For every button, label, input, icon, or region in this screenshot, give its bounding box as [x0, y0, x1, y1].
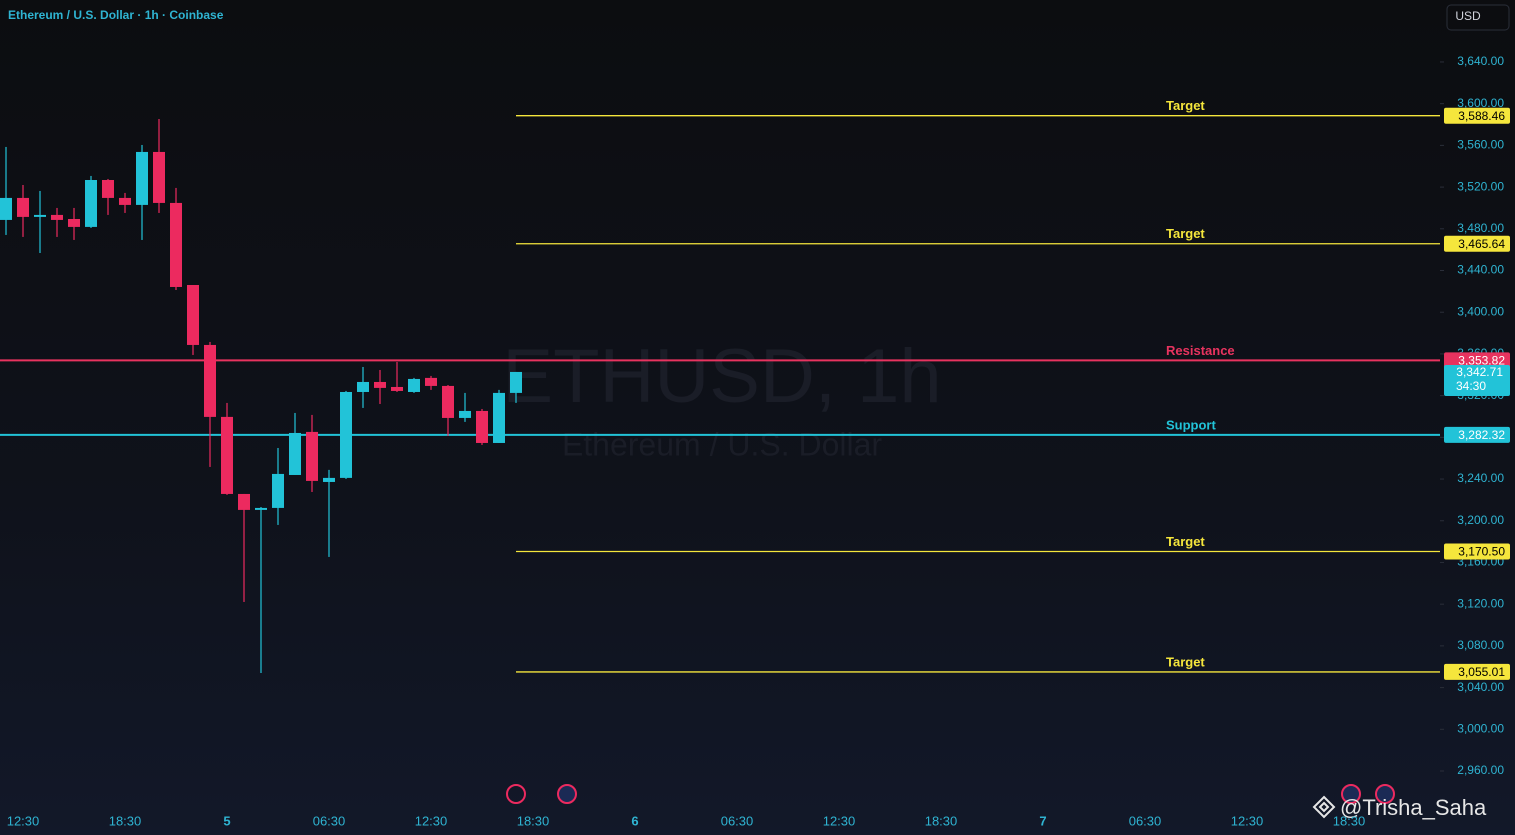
x-tick-label: 12:30 [415, 813, 448, 828]
y-tick-label: 3,120.00 [1457, 596, 1504, 610]
x-tick-label: 5 [223, 813, 230, 828]
credit: @Trisha_Saha [1340, 795, 1487, 820]
last-price-box [1444, 364, 1510, 396]
candle-body [323, 477, 335, 482]
candle-body [204, 344, 216, 417]
y-tick-label: 3,400.00 [1457, 304, 1504, 318]
level-name: Support [1166, 417, 1216, 432]
candle-body [51, 214, 63, 220]
event-icon[interactable] [557, 784, 577, 804]
x-tick-label: 18:30 [109, 813, 142, 828]
x-tick-label: 18:30 [925, 813, 958, 828]
watermark-subtitle: Ethereum / U.S. Dollar [562, 426, 882, 462]
watermark: ETHUSD, 1h [502, 334, 941, 419]
x-tick-label: 06:30 [1129, 813, 1162, 828]
candle-body [510, 371, 522, 393]
y-tick-label: 3,080.00 [1457, 638, 1504, 652]
candle-body [272, 473, 284, 508]
y-tick-label: 3,200.00 [1457, 513, 1504, 527]
candle-body [187, 284, 199, 345]
x-tick-label: 6 [631, 813, 638, 828]
level-name: Target [1166, 98, 1205, 113]
last-price-label: 3,342.71 [1456, 365, 1503, 379]
candle-body [493, 392, 505, 443]
candle-body [476, 410, 488, 443]
event-icons [506, 784, 1395, 804]
candle-body [459, 410, 471, 418]
candle-body [289, 432, 301, 475]
candle-body [34, 214, 46, 217]
level-name: Target [1166, 654, 1205, 669]
candle-body [136, 151, 148, 205]
candle-body [119, 197, 131, 205]
candle-body [221, 416, 233, 494]
x-tick-label: 06:30 [313, 813, 346, 828]
y-tick-label: 3,520.00 [1457, 179, 1504, 193]
y-tick-label: 3,440.00 [1457, 263, 1504, 277]
y-tick-label: 3,040.00 [1457, 680, 1504, 694]
event-icon[interactable] [1341, 784, 1361, 804]
x-tick-label: 18:30 [1333, 813, 1366, 828]
y-tick-label: 3,000.00 [1457, 721, 1504, 735]
x-tick-label: 12:30 [1231, 813, 1264, 828]
level-price-label: 3,588.46 [1458, 109, 1505, 123]
candle-body [374, 381, 386, 388]
candle-body [408, 378, 420, 392]
level-price-label: 3,282.32 [1458, 428, 1505, 442]
candle-body [306, 431, 318, 481]
candle-body [357, 381, 369, 392]
x-tick-label: 12:30 [7, 813, 40, 828]
chart-title: Ethereum / U.S. Dollar · 1h · Coinbase [8, 8, 224, 22]
candle-body [391, 386, 403, 391]
candle-body [425, 377, 437, 386]
y-tick-label: 3,240.00 [1457, 471, 1504, 485]
x-tick-label: 06:30 [721, 813, 754, 828]
candle-body [153, 151, 165, 203]
x-tick-label: 12:30 [823, 813, 856, 828]
level-price-label: 3,465.64 [1458, 237, 1505, 251]
candle-body [0, 197, 12, 220]
level-price-box [1444, 235, 1510, 252]
currency-label[interactable]: USD [1455, 9, 1481, 23]
currency-button[interactable] [1446, 4, 1510, 31]
credit-logo [1312, 795, 1336, 819]
y-tick-label: 3,600.00 [1457, 96, 1504, 110]
level-name: Resistance [1166, 343, 1235, 358]
y-tick-label: 3,480.00 [1457, 221, 1504, 235]
event-icon[interactable] [506, 784, 526, 804]
level-price-box [1444, 352, 1510, 369]
x-tick-label: 7 [1039, 813, 1046, 828]
level-name: Target [1166, 534, 1205, 549]
candle-body [102, 179, 114, 198]
candle-body [238, 493, 250, 510]
level-price-box [1444, 426, 1510, 443]
level-price-box [1444, 543, 1510, 560]
level-price-box [1444, 107, 1510, 124]
candle-body [170, 202, 182, 287]
level-price-box [1444, 663, 1510, 680]
countdown-label: 34:30 [1456, 379, 1486, 393]
candle-body [68, 218, 80, 227]
x-tick-label: 18:30 [517, 813, 550, 828]
y-tick-label: 2,960.00 [1457, 763, 1504, 777]
level-price-label: 3,170.50 [1458, 545, 1505, 559]
level-price-label: 3,055.01 [1458, 665, 1505, 679]
candle-body [442, 385, 454, 418]
candle-body [255, 507, 267, 510]
y-tick-label: 3,640.00 [1457, 54, 1504, 68]
level-price-label: 3,353.82 [1458, 354, 1505, 368]
y-tick-label: 3,560.00 [1457, 138, 1504, 152]
candle-body [17, 197, 29, 217]
candle-body [340, 391, 352, 478]
candle-body [85, 179, 97, 227]
level-name: Target [1166, 226, 1205, 241]
event-icon[interactable] [1375, 784, 1395, 804]
